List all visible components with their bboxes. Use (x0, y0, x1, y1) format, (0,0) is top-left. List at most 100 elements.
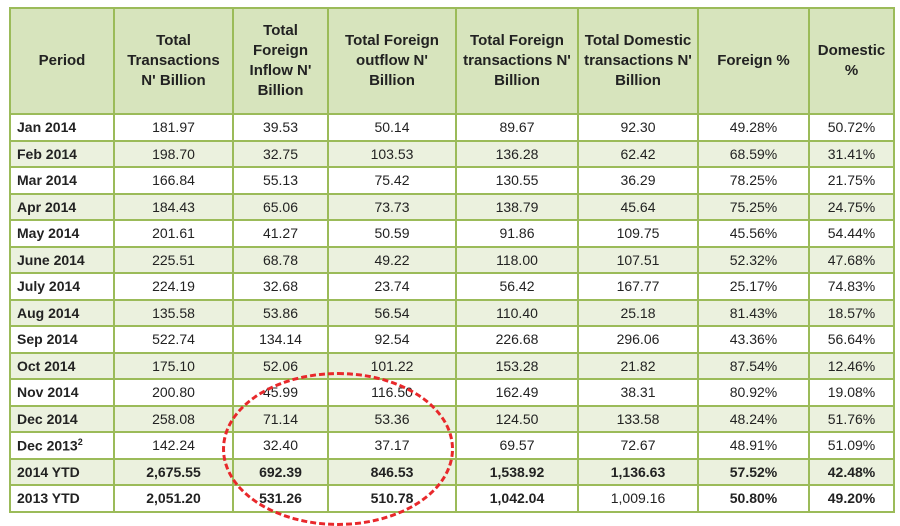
period-label: Dec 2014 (17, 410, 78, 427)
value-cell: 52.32% (697, 245, 810, 274)
value-cell: 167.77 (577, 272, 699, 301)
value-cell: 72.67 (577, 431, 699, 460)
period-cell: June 2014 (9, 245, 115, 274)
value-cell: 87.54% (697, 351, 810, 380)
period-label: 2014 YTD (17, 463, 80, 480)
value-cell: 531.26 (232, 484, 329, 513)
period-cell: Dec 20132 (9, 431, 115, 460)
transactions-table: Period Total Transactions N' Billion Total… (9, 7, 895, 513)
header-row: Period Total Transactions N' Billion Total… (9, 7, 895, 115)
table-row: Jan 2014 181.97 39.53 50.14 89.67 92.30 49.28%… (9, 113, 895, 142)
period-label: July 2014 (17, 278, 81, 295)
period-cell: Jan 2014 (9, 113, 115, 142)
period-cell: Sep 2014 (9, 325, 115, 354)
period-label: Apr 2014 (17, 198, 77, 215)
period-label: Jan 2014 (17, 119, 77, 136)
period-label: June 2014 (17, 251, 85, 268)
value-cell: 37.17 (327, 431, 457, 460)
period-cell: Apr 2014 (9, 192, 115, 221)
column-header: Domestic % (808, 7, 895, 115)
period-cell: Dec 2014 (9, 404, 115, 433)
value-cell: 68.78 (232, 245, 329, 274)
value-cell: 21.75% (808, 166, 895, 195)
value-cell: 201.61 (113, 219, 234, 248)
value-cell: 124.50 (455, 404, 579, 433)
value-cell: 18.57% (808, 298, 895, 327)
value-cell: 74.83% (808, 272, 895, 301)
value-cell: 42.48% (808, 457, 895, 486)
value-cell: 510.78 (327, 484, 457, 513)
table-row: Mar 2014 166.84 55.13 75.42 130.55 36.29 78.25… (9, 166, 895, 195)
value-cell: 54.44% (808, 219, 895, 248)
value-cell: 47.68% (808, 245, 895, 274)
value-cell: 49.20% (808, 484, 895, 513)
value-cell: 78.25% (697, 166, 810, 195)
table-row: Feb 2014 198.70 32.75 103.53 136.28 62.42 68.5… (9, 139, 895, 168)
column-header: Total Foreign transactions N' Billion (455, 7, 579, 115)
period-cell: Oct 2014 (9, 351, 115, 380)
value-cell: 175.10 (113, 351, 234, 380)
value-cell: 55.13 (232, 166, 329, 195)
value-cell: 38.31 (577, 378, 699, 407)
table-row: May 2014 201.61 41.27 50.59 91.86 109.75 45.56… (9, 219, 895, 248)
value-cell: 62.42 (577, 139, 699, 168)
value-cell: 138.79 (455, 192, 579, 221)
table-row: Sep 2014 522.74 134.14 92.54 226.68 296.06 43.… (9, 325, 895, 354)
table-row: Aug 2014 135.58 53.86 56.54 110.40 25.18 81.43… (9, 298, 895, 327)
value-cell: 136.28 (455, 139, 579, 168)
value-cell: 45.64 (577, 192, 699, 221)
value-cell: 50.14 (327, 113, 457, 142)
period-label: Dec 2013 (17, 437, 78, 454)
value-cell: 48.24% (697, 404, 810, 433)
value-cell: 39.53 (232, 113, 329, 142)
value-cell: 166.84 (113, 166, 234, 195)
value-cell: 224.19 (113, 272, 234, 301)
period-label: 2013 YTD (17, 490, 80, 507)
value-cell: 24.75% (808, 192, 895, 221)
value-cell: 68.59% (697, 139, 810, 168)
value-cell: 107.51 (577, 245, 699, 274)
value-cell: 846.53 (327, 457, 457, 486)
value-cell: 50.59 (327, 219, 457, 248)
value-cell: 32.40 (232, 431, 329, 460)
table-row: Dec 2014 258.08 71.14 53.36 124.50 133.58 48.2… (9, 404, 895, 433)
value-cell: 200.80 (113, 378, 234, 407)
value-cell: 65.06 (232, 192, 329, 221)
value-cell: 71.14 (232, 404, 329, 433)
value-cell: 69.57 (455, 431, 579, 460)
value-cell: 296.06 (577, 325, 699, 354)
value-cell: 19.08% (808, 378, 895, 407)
value-cell: 32.75 (232, 139, 329, 168)
value-cell: 92.54 (327, 325, 457, 354)
table-row: July 2014 224.19 32.68 23.74 56.42 167.77 25.1… (9, 272, 895, 301)
value-cell: 75.42 (327, 166, 457, 195)
period-cell: Aug 2014 (9, 298, 115, 327)
table-row: 2013 YTD 2,051.20 531.26 510.78 1,042.04 1,00… (9, 484, 895, 513)
value-cell: 522.74 (113, 325, 234, 354)
table-row: June 2014 225.51 68.78 49.22 118.00 107.51 52.… (9, 245, 895, 274)
column-header: Total Transactions N' Billion (113, 7, 234, 115)
value-cell: 56.42 (455, 272, 579, 301)
period-cell: July 2014 (9, 272, 115, 301)
value-cell: 116.50 (327, 378, 457, 407)
value-cell: 56.64% (808, 325, 895, 354)
period-label: Feb 2014 (17, 145, 77, 162)
value-cell: 1,136.63 (577, 457, 699, 486)
value-cell: 45.56% (697, 219, 810, 248)
period-cell: May 2014 (9, 219, 115, 248)
value-cell: 50.72% (808, 113, 895, 142)
value-cell: 53.36 (327, 404, 457, 433)
value-cell: 2,051.20 (113, 484, 234, 513)
value-cell: 226.68 (455, 325, 579, 354)
value-cell: 1,042.04 (455, 484, 579, 513)
value-cell: 49.28% (697, 113, 810, 142)
value-cell: 80.92% (697, 378, 810, 407)
period-cell: Mar 2014 (9, 166, 115, 195)
value-cell: 198.70 (113, 139, 234, 168)
value-cell: 2,675.55 (113, 457, 234, 486)
value-cell: 12.46% (808, 351, 895, 380)
column-header: Total Foreign outflow N' Billion (327, 7, 457, 115)
value-cell: 153.28 (455, 351, 579, 380)
value-cell: 31.41% (808, 139, 895, 168)
period-label: Mar 2014 (17, 172, 77, 189)
